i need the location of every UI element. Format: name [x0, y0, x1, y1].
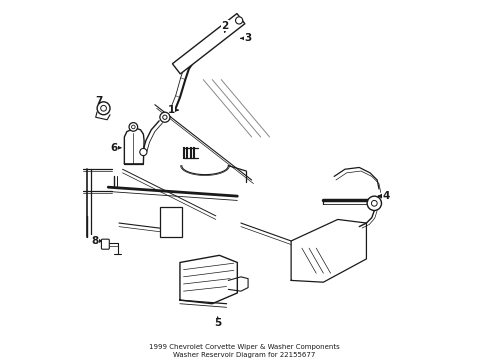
Text: 5: 5 — [214, 318, 221, 328]
Circle shape — [97, 102, 110, 115]
Text: 8: 8 — [91, 236, 102, 246]
Circle shape — [101, 105, 106, 111]
Text: 1999 Chevrolet Corvette Wiper & Washer Components
Washer Reservoir Diagram for 2: 1999 Chevrolet Corvette Wiper & Washer C… — [149, 344, 339, 358]
Circle shape — [371, 201, 376, 206]
Circle shape — [131, 125, 135, 129]
Text: 1: 1 — [167, 105, 178, 115]
Text: 4: 4 — [378, 191, 389, 201]
Text: 2: 2 — [221, 21, 228, 32]
Circle shape — [366, 196, 381, 211]
Circle shape — [129, 123, 137, 131]
FancyBboxPatch shape — [101, 239, 109, 249]
Polygon shape — [172, 14, 244, 74]
Circle shape — [140, 148, 147, 156]
Circle shape — [160, 112, 169, 122]
Circle shape — [163, 115, 167, 120]
Circle shape — [235, 17, 242, 24]
Text: 6: 6 — [110, 143, 121, 153]
Bar — [160, 207, 182, 237]
Text: 3: 3 — [241, 33, 251, 43]
Text: 7: 7 — [95, 96, 103, 107]
